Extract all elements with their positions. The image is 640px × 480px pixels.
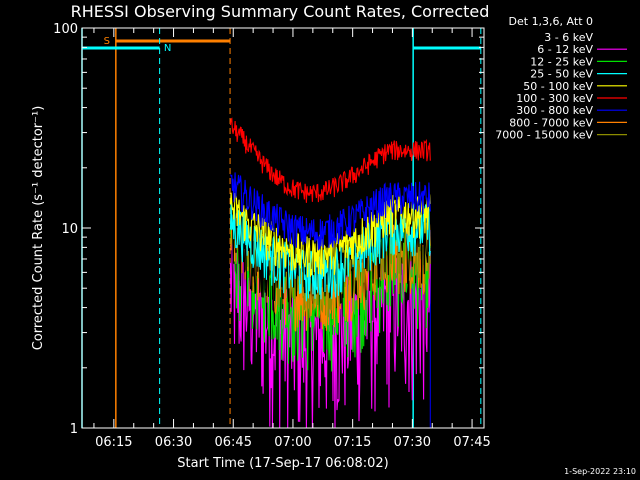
legend-label: 300 - 800 keV [516,104,593,117]
legend-label: 800 - 7000 keV [509,116,593,129]
legend-label: 6 - 12 keV [537,43,593,56]
legend-title: Det 1,3,6, Att 0 [509,15,593,28]
y-tick-label: 10 [61,222,78,237]
series-line-6 [229,172,431,251]
legend-label: 3 - 6 keV [544,31,593,44]
legend-label: 50 - 100 keV [523,80,593,93]
legend-label: 7000 - 15000 keV [495,129,593,142]
x-axis: 06:15 06:30 06:45 07:00 07:15 07:30 07:45 [93,28,491,450]
y-axis: 1 10 100 [53,22,484,437]
x-tick-label: 06:15 [95,435,132,450]
timestamp: 1-Sep-2022 23:10 [564,467,636,476]
legend-label: 100 - 300 keV [516,92,593,105]
night-label: N [164,43,171,54]
x-axis-label: Start Time (17-Sep-17 06:08:02) [177,456,388,471]
x-tick-label: 07:00 [274,435,311,450]
x-tick-label: 06:45 [215,435,252,450]
legend-label: 25 - 50 keV [530,68,593,81]
x-tick-label: 07:15 [334,435,371,450]
y-tick-label: 1 [70,422,78,437]
x-tick-label: 07:45 [453,435,490,450]
legend-label: 12 - 25 keV [530,55,593,68]
chart-title: RHESSI Observing Summary Count Rates, Co… [71,2,490,21]
series-line-5 [229,117,431,203]
y-axis-label: Corrected Count Rate (s⁻¹ detector⁻¹) [31,106,46,351]
y-tick-label: 100 [53,22,78,37]
x-tick-label: 07:30 [394,435,431,450]
x-tick-label: 06:30 [155,435,192,450]
saa-label: S [104,36,110,47]
